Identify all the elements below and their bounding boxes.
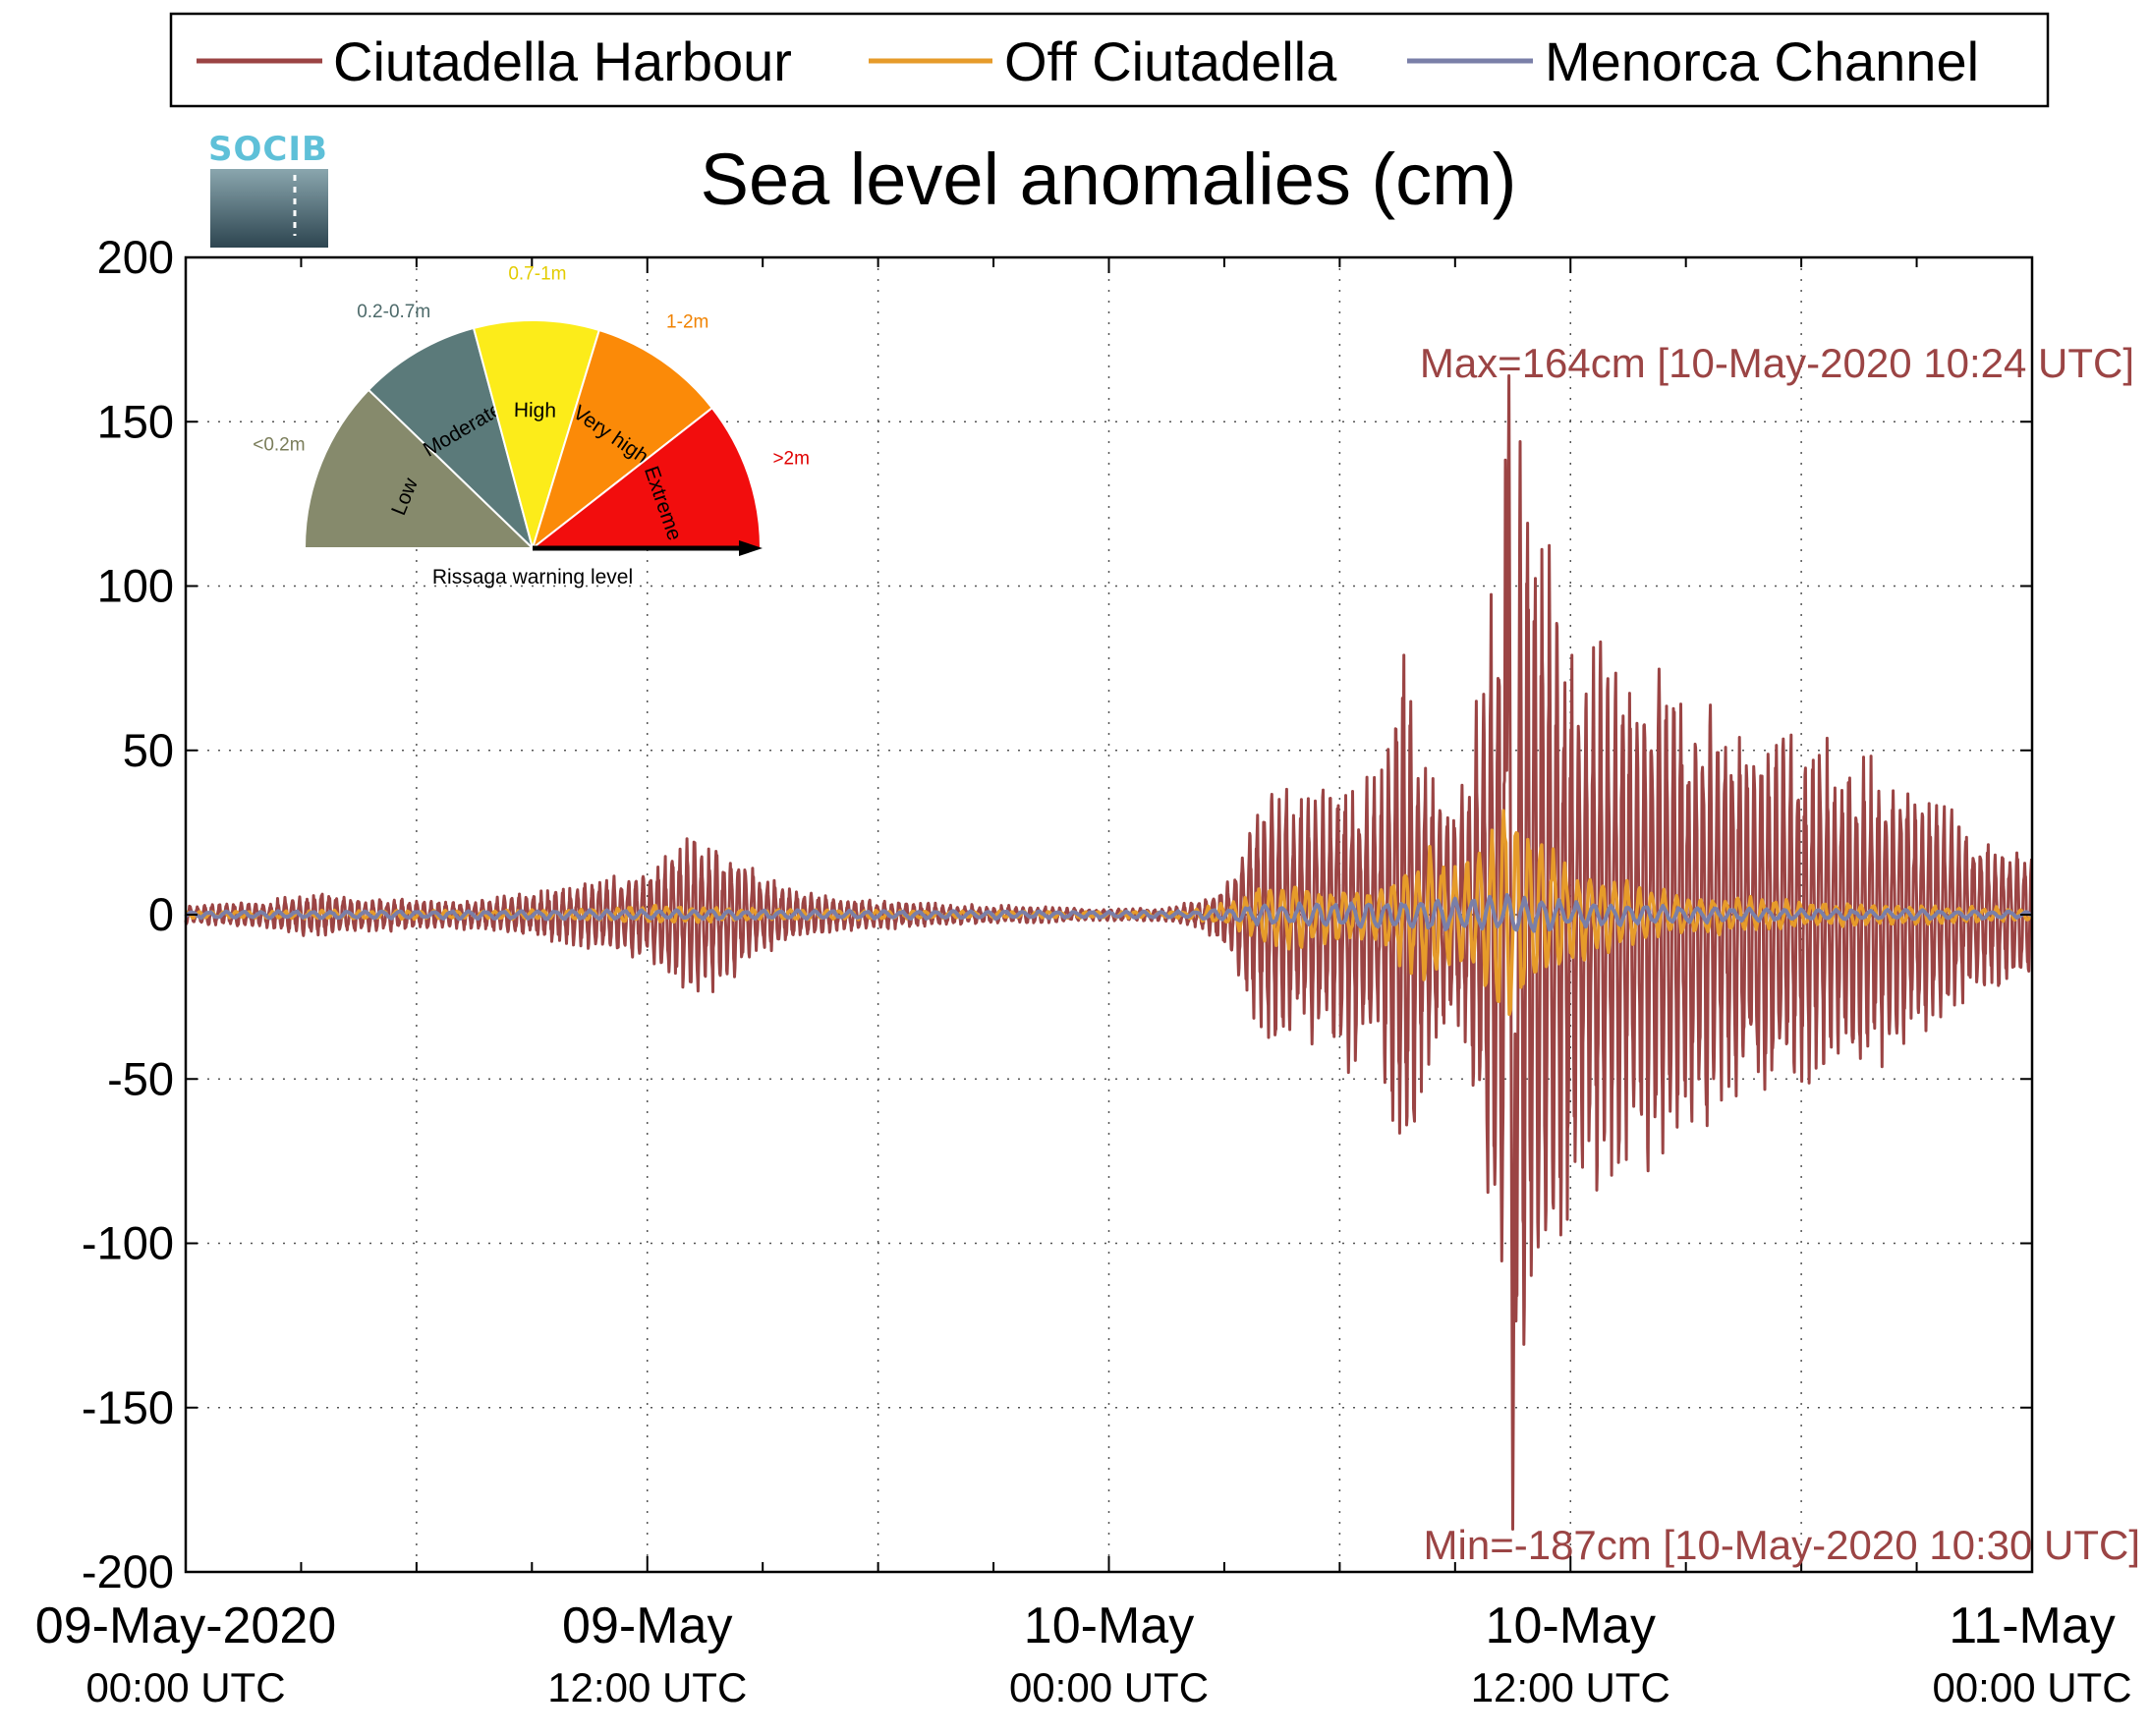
x-tick-time-label: 00:00 UTC bbox=[85, 1664, 285, 1710]
gauge-segment-extreme bbox=[530, 406, 763, 549]
gauge-range-label: 0.7-1m bbox=[508, 264, 566, 285]
series-layer bbox=[184, 373, 2033, 1531]
y-tick-label: -100 bbox=[82, 1217, 174, 1269]
x-tick-date-label: 09-May bbox=[562, 1597, 732, 1654]
x-tick-date-label: 10-May bbox=[1024, 1597, 1194, 1654]
y-tick-label: -150 bbox=[82, 1381, 174, 1433]
legend-label-ciutadella-harbour: Ciutadella Harbour bbox=[333, 30, 792, 92]
y-tick-label: 0 bbox=[148, 888, 174, 940]
gauge-range-label: <0.2m bbox=[253, 435, 305, 456]
gauge-range-label: >2m bbox=[772, 448, 810, 469]
x-axis: 09-May-2020 00:00 UTC 09-May 12:00 UTC 10-Ma… bbox=[35, 257, 2132, 1710]
y-tick-label: 100 bbox=[97, 560, 174, 612]
legend-box bbox=[169, 12, 2050, 108]
gauge-segment-moderate bbox=[367, 326, 535, 552]
logo-block bbox=[210, 169, 328, 248]
y-tick-label: -50 bbox=[107, 1052, 174, 1104]
max-annotation: Max=164cm [10-May-2020 10:24 UTC] bbox=[1420, 340, 2134, 386]
series-line-menorca-channel bbox=[184, 893, 2033, 933]
y-tick-label: 200 bbox=[97, 231, 174, 283]
x-tick-time-label: 12:00 UTC bbox=[1471, 1664, 1670, 1710]
chart-title: Sea level anomalies (cm) bbox=[701, 139, 1517, 220]
y-tick-label: -200 bbox=[82, 1545, 174, 1597]
logo-text: SOCIB bbox=[208, 130, 328, 169]
y-axis: 200 150 100 50 0 -50 -100 -150 -200 bbox=[82, 231, 2032, 1597]
gauge-segment-low bbox=[303, 388, 536, 549]
legend-label-menorca-channel: Menorca Channel bbox=[1545, 30, 1979, 92]
x-tick-time-label: 00:00 UTC bbox=[1932, 1664, 2131, 1710]
y-tick-label: 150 bbox=[97, 395, 174, 447]
legend-label-off-ciutadella: Off Ciutadella bbox=[1004, 30, 1337, 92]
x-tick-time-label: 12:00 UTC bbox=[547, 1664, 747, 1710]
legend: Ciutadella Harbour Off Ciutadella Menorc… bbox=[169, 12, 2050, 108]
x-tick-time-label: 00:00 UTC bbox=[1009, 1664, 1209, 1710]
rissaga-gauge: Rissaga warning level Low<0.2m Moderate0.… bbox=[253, 264, 810, 588]
gauge-segment-label: High bbox=[514, 399, 557, 422]
x-tick-date-label: 09-May-2020 bbox=[35, 1597, 336, 1654]
gauge-caption: Rissaga warning level bbox=[432, 566, 633, 588]
socib-logo: SOCIB bbox=[208, 130, 328, 248]
x-tick-date-label: 10-May bbox=[1486, 1597, 1656, 1654]
gauge-arrow-head bbox=[739, 540, 763, 556]
gauge-range-label: 0.2-0.7m bbox=[357, 302, 430, 322]
gauge-range-label: 1-2m bbox=[666, 312, 708, 333]
gauge-segment-high bbox=[472, 318, 601, 552]
x-tick-date-label: 11-May bbox=[1949, 1597, 2116, 1654]
y-tick-label: 50 bbox=[123, 724, 174, 776]
gauge-segment-very-high bbox=[531, 328, 714, 551]
min-annotation: Min=-187cm [10-May-2020 10:30 UTC] bbox=[1424, 1522, 2140, 1568]
